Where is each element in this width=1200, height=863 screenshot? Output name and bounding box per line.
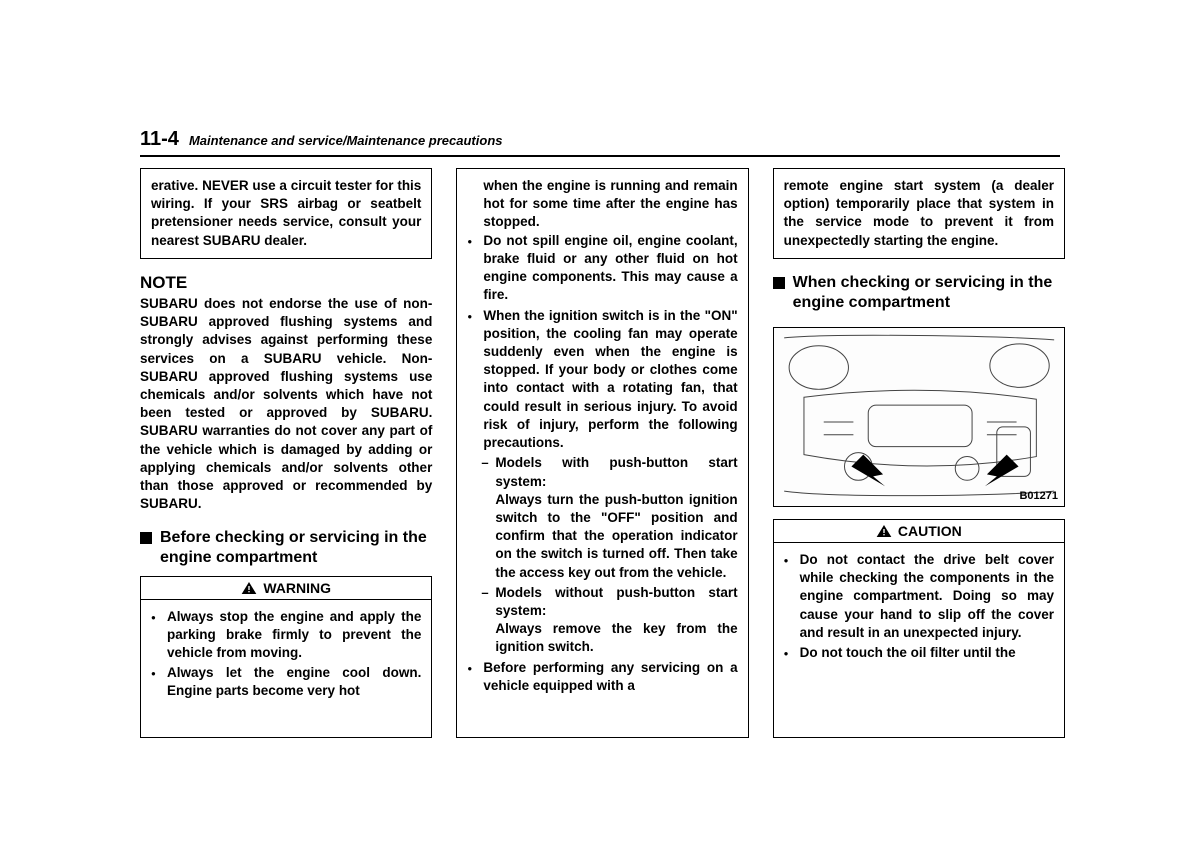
section-heading-when-checking: When checking or servicing in the engine…: [773, 273, 1065, 313]
note-body: SUBARU does not endorse the use of non-S…: [140, 295, 432, 514]
continuation-box: erative. NEVER use a circuit tester for …: [140, 168, 432, 259]
page-number: 11-4: [140, 128, 179, 151]
caution-item: Do not touch the oil filter until the: [784, 644, 1054, 662]
column-1: erative. NEVER use a circuit tester for …: [140, 168, 432, 738]
warning-box: Always stop the engine and apply the par…: [140, 599, 432, 739]
engine-compartment-figure: B01271: [773, 327, 1065, 507]
continued-line: when the engine is running and remain ho…: [467, 177, 737, 232]
warning-item: Always stop the engine and apply the par…: [151, 608, 421, 663]
warning-item: Before performing any servicing on a veh…: [467, 659, 737, 695]
warning-triangle-icon: [241, 581, 257, 595]
continuation-box-right: remote engine start system (a dealer opt…: [773, 168, 1065, 259]
caution-box: Do not contact the drive belt cover whil…: [773, 542, 1065, 738]
sub-body: Always turn the push-button ignition swi…: [495, 492, 737, 580]
warning-header: WARNING: [140, 576, 432, 599]
caution-label: CAUTION: [898, 523, 962, 539]
column-2: when the engine is running and remain ho…: [456, 168, 748, 738]
note-heading: NOTE: [140, 273, 432, 293]
section-title: Before checking or servicing in the engi…: [160, 528, 432, 568]
column-3: remote engine start system (a dealer opt…: [773, 168, 1065, 738]
engine-diagram-icon: [774, 328, 1064, 506]
warning-item: Always let the engine cool down. Engine …: [151, 664, 421, 700]
continuation-text: remote engine start system (a dealer opt…: [784, 177, 1054, 250]
square-bullet-icon: [140, 532, 152, 544]
continuation-text: erative. NEVER use a circuit tester for …: [151, 177, 421, 250]
sub-lead: Models without push-button start system:: [495, 585, 737, 618]
sub-item: Models without push-button start system:…: [481, 584, 737, 657]
square-bullet-icon: [773, 277, 785, 289]
section-title: When checking or servicing in the engine…: [793, 273, 1065, 313]
warning-box-continued: when the engine is running and remain ho…: [456, 168, 748, 738]
caution-header: CAUTION: [773, 519, 1065, 542]
warning-label: WARNING: [263, 580, 331, 596]
header-title: Maintenance and service/Maintenance prec…: [189, 133, 503, 148]
section-heading-before-checking: Before checking or servicing in the engi…: [140, 528, 432, 568]
page-header: 11-4 Maintenance and service/Maintenance…: [140, 128, 1060, 157]
caution-triangle-icon: [876, 524, 892, 538]
warning-item: When the ignition switch is in the "ON" …: [467, 307, 737, 453]
sub-lead: Models with push-button start system:: [495, 455, 737, 488]
warning-item: Do not spill engine oil, engine coolant,…: [467, 232, 737, 305]
sub-body: Always remove the key from the ignition …: [495, 621, 737, 654]
sub-item: Models with push-button start system: Al…: [481, 454, 737, 582]
caution-item: Do not contact the drive belt cover whil…: [784, 551, 1054, 642]
figure-id: B01271: [1019, 490, 1058, 502]
